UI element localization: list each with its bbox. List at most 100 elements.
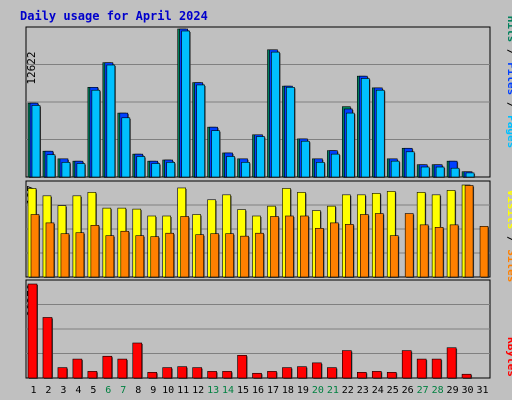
sites-bar-day-14 bbox=[225, 233, 234, 278]
x-axis-label-day-18: 18 bbox=[282, 385, 294, 396]
sites-bar-day-20 bbox=[315, 227, 324, 278]
sites-bar-day-27 bbox=[419, 224, 429, 278]
x-axis-label-day-14: 14 bbox=[222, 385, 234, 396]
x-axis-label-day-7: 7 bbox=[120, 385, 126, 396]
kbytes-bar-day-4 bbox=[72, 358, 83, 379]
sites-bar-day-3 bbox=[60, 233, 70, 278]
pages-bar-day-19 bbox=[301, 140, 310, 178]
chart-title: Daily usage for April 2024 bbox=[20, 9, 208, 23]
x-axis-label-day-30: 30 bbox=[462, 385, 474, 396]
x-axis-label-day-8: 8 bbox=[135, 385, 141, 396]
pages-bar-day-20 bbox=[316, 162, 325, 178]
sites-bar-day-30 bbox=[464, 185, 474, 278]
x-axis-label-day-3: 3 bbox=[60, 385, 66, 396]
kbytes-bar-day-24 bbox=[371, 371, 382, 379]
sites-bar-day-9 bbox=[150, 236, 160, 278]
top-chart-side-legend: Hits / Files / Pages bbox=[505, 16, 512, 149]
legend-separator: / bbox=[505, 102, 512, 109]
x-axis-label-day-15: 15 bbox=[237, 385, 249, 396]
pages-bar-day-23 bbox=[360, 78, 370, 178]
sites-bar-day-26 bbox=[404, 213, 414, 278]
pages-bar-day-18 bbox=[286, 86, 295, 178]
pages-bar-day-15 bbox=[241, 162, 250, 178]
kbytes-bar-day-6 bbox=[102, 355, 113, 379]
sites-bar-day-4 bbox=[75, 232, 85, 278]
kbytes-bar-day-26 bbox=[401, 350, 412, 379]
kbytes-bar-day-30 bbox=[461, 373, 472, 379]
x-axis-label-day-1: 1 bbox=[30, 385, 36, 396]
sites-bar-day-5 bbox=[90, 225, 100, 278]
sites-bar-day-28 bbox=[434, 227, 444, 278]
sites-bar-day-15 bbox=[240, 235, 249, 278]
sites-bar-day-21 bbox=[330, 222, 339, 278]
x-axis-label-day-20: 20 bbox=[312, 385, 324, 396]
x-axis-label-day-31: 31 bbox=[476, 385, 488, 396]
pages-bar-day-30 bbox=[465, 172, 475, 178]
x-axis-label-day-10: 10 bbox=[162, 385, 174, 396]
kbytes-bar-day-22 bbox=[342, 350, 352, 379]
x-axis-label-day-16: 16 bbox=[252, 385, 264, 396]
x-axis-label-day-11: 11 bbox=[177, 385, 189, 396]
sites-bar-day-12 bbox=[195, 234, 204, 278]
pages-bar-day-17 bbox=[271, 51, 280, 178]
pages-bar-day-25 bbox=[390, 160, 400, 178]
sites-bar-day-11 bbox=[180, 216, 189, 278]
kbytes-legend-label: KBytes bbox=[505, 337, 512, 377]
x-axis-label-day-12: 12 bbox=[192, 385, 204, 396]
pages-bar-day-4 bbox=[76, 163, 86, 178]
x-axis-label-day-2: 2 bbox=[45, 385, 51, 396]
pages-bar-day-9 bbox=[151, 163, 161, 178]
kbytes-bar-day-3 bbox=[57, 367, 68, 379]
pages-bar-day-8 bbox=[136, 156, 146, 178]
sites-bar-day-16 bbox=[255, 232, 264, 278]
visits-legend-label: Visits bbox=[505, 190, 512, 230]
sites-bar-day-7 bbox=[120, 230, 130, 278]
sites-bar-day-8 bbox=[135, 235, 145, 278]
x-axis-label-day-23: 23 bbox=[357, 385, 369, 396]
kbytes-bar-day-15 bbox=[237, 354, 247, 379]
kbytes-bar-day-28 bbox=[431, 358, 442, 379]
x-axis-label-day-26: 26 bbox=[402, 385, 414, 396]
sites-bar-day-25 bbox=[389, 235, 399, 278]
sites-bar-day-17 bbox=[270, 216, 279, 278]
pages-bar-day-1 bbox=[31, 105, 41, 178]
kbytes-bar-day-18 bbox=[282, 367, 292, 379]
kbytes-bar-day-9 bbox=[147, 372, 158, 379]
kbytes-bar-day-20 bbox=[312, 362, 322, 379]
kbytes-bar-day-13 bbox=[207, 371, 217, 379]
x-axis-label-day-4: 4 bbox=[75, 385, 81, 396]
kbytes-bar-day-17 bbox=[267, 371, 277, 379]
pages-bar-day-28 bbox=[435, 166, 445, 178]
kbytes-bar-day-19 bbox=[297, 366, 307, 379]
sites-bar-day-24 bbox=[374, 213, 384, 278]
pages-bar-day-24 bbox=[375, 89, 385, 178]
pages-bar-day-22 bbox=[346, 112, 355, 178]
pages-bar-day-11 bbox=[181, 30, 190, 178]
kbytes-bar-day-1 bbox=[27, 283, 38, 379]
kbytes-bar-day-12 bbox=[192, 367, 202, 379]
kbytes-bar-day-25 bbox=[386, 372, 397, 379]
pages-bar-day-26 bbox=[405, 151, 415, 178]
kbytes-bar-day-21 bbox=[327, 367, 337, 379]
legend-separator: / bbox=[505, 49, 512, 56]
chart-bars bbox=[27, 28, 490, 379]
x-axis-label-day-13: 13 bbox=[207, 385, 219, 396]
x-axis-label-day-25: 25 bbox=[387, 385, 399, 396]
sites-bar-day-22 bbox=[345, 224, 354, 278]
sites-bar-day-29 bbox=[449, 224, 459, 278]
bottom-chart-side-legend: KBytes bbox=[505, 337, 512, 377]
sites-bar-day-2 bbox=[45, 222, 55, 278]
pages-bar-day-7 bbox=[121, 117, 131, 178]
pages-bar-day-27 bbox=[420, 166, 430, 178]
pages-bar-day-5 bbox=[91, 89, 101, 178]
pages-bar-day-29 bbox=[450, 167, 460, 178]
pages-bar-day-14 bbox=[226, 156, 235, 178]
x-axis-label-day-27: 27 bbox=[417, 385, 429, 396]
x-axis-label-day-17: 17 bbox=[267, 385, 279, 396]
kbytes-bar-day-14 bbox=[222, 371, 232, 379]
middle-chart-side-legend: Visits / Sites bbox=[505, 190, 512, 283]
sites-bar-day-13 bbox=[210, 233, 219, 278]
kbytes-bar-day-7 bbox=[117, 358, 128, 379]
pages-legend-label: Pages bbox=[505, 115, 512, 148]
